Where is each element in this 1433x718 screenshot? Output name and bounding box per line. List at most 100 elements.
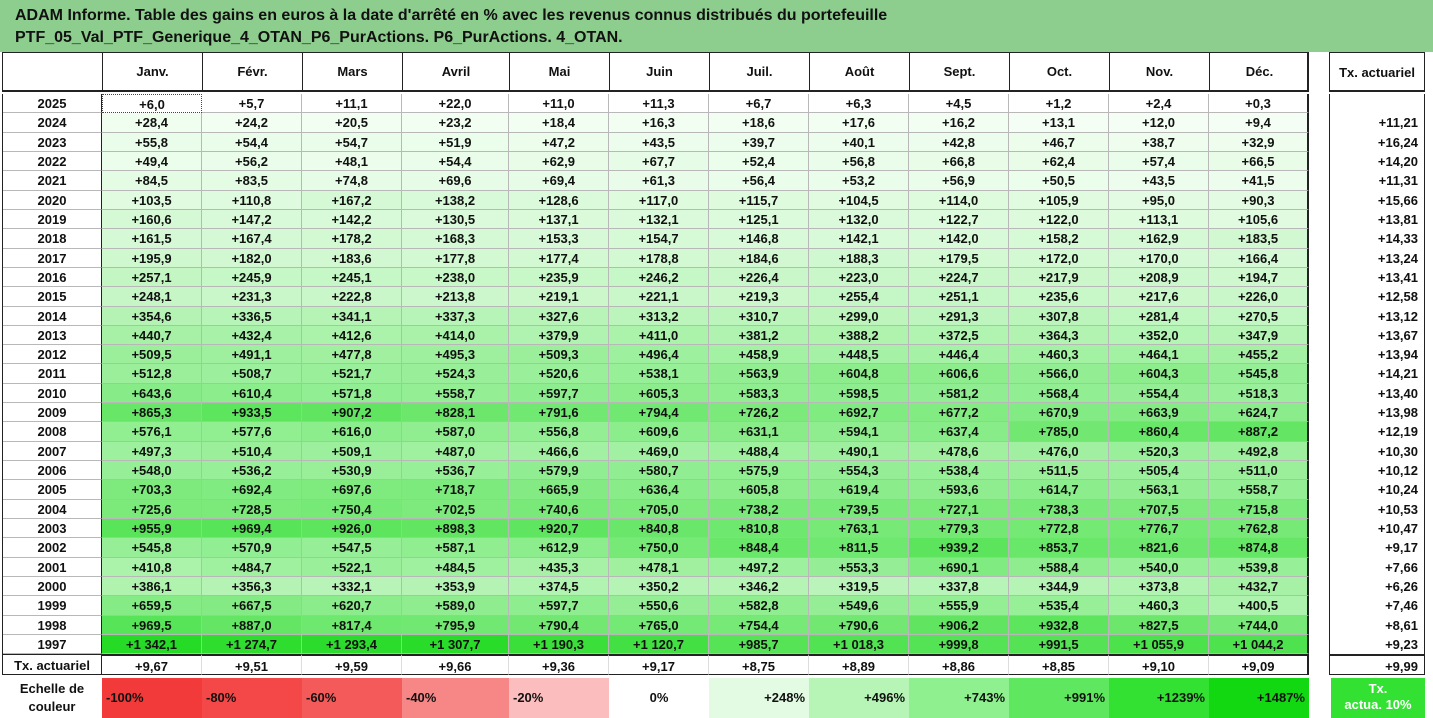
gain-cell: +511,0: [1209, 461, 1309, 480]
gain-cell: +553,3: [809, 558, 909, 577]
gain-cell: +619,4: [809, 480, 909, 500]
gain-cell: +50,5: [1009, 171, 1109, 191]
gain-cell: +478,6: [909, 442, 1009, 461]
gain-cell: +907,2: [302, 403, 402, 422]
gain-cell: +597,7: [509, 384, 609, 403]
gain-cell: +785,0: [1009, 422, 1109, 442]
gain-cell: +122,0: [1009, 210, 1109, 229]
gain-cell: +790,6: [809, 616, 909, 635]
gain-cell: +84,5: [102, 171, 202, 191]
month-header: Févr.: [202, 52, 302, 92]
color-scale-label: Echelle de couleur: [2, 678, 102, 718]
gain-cell: +587,1: [402, 538, 509, 558]
year-label: 2005: [2, 480, 102, 500]
gain-cell: +476,0: [1009, 442, 1109, 461]
footer-tx-cell: +9,67: [102, 654, 202, 675]
color-scale-swatch: +1487%: [1209, 678, 1309, 718]
gain-cell: +52,4: [709, 152, 809, 171]
gain-cell: +115,7: [709, 191, 809, 210]
tx-actuariel-cell: [1329, 94, 1425, 113]
gain-cell: +39,7: [709, 133, 809, 152]
color-scale-swatch: -20%: [509, 678, 609, 718]
gain-cell: +581,2: [909, 384, 1009, 403]
color-scale-swatch: +743%: [909, 678, 1009, 718]
gain-cell: +692,7: [809, 403, 909, 422]
gain-cell: +794,4: [609, 403, 709, 422]
gain-cell: +549,6: [809, 596, 909, 616]
gain-cell: +12,0: [1109, 113, 1209, 133]
tx-actuariel-cell: +6,26: [1329, 577, 1425, 596]
gain-cell: +631,1: [709, 422, 809, 442]
gain-cell: +610,4: [202, 384, 302, 403]
tx-actuariel-cell: +13,98: [1329, 403, 1425, 422]
gain-cell: +605,3: [609, 384, 709, 403]
gain-cell: +0,3: [1209, 94, 1309, 113]
gain-cell: +667,5: [202, 596, 302, 616]
gain-cell: +563,1: [1109, 480, 1209, 500]
gain-cell: +346,2: [709, 577, 809, 596]
tx-actuariel-cell: +9,17: [1329, 538, 1425, 558]
gain-cell: +213,8: [402, 287, 509, 307]
gain-cell: +614,7: [1009, 480, 1109, 500]
year-label: 2008: [2, 422, 102, 442]
gain-cell: +132,0: [809, 210, 909, 229]
gain-cell: +738,2: [709, 500, 809, 519]
gain-cell: +495,3: [402, 345, 509, 364]
tx-actuariel-header: Tx. actuariel: [1329, 52, 1425, 92]
gain-cell: +490,1: [809, 442, 909, 461]
gain-cell: +491,1: [202, 345, 302, 364]
gain-cell: +223,0: [809, 268, 909, 287]
tx-actuariel-cell: +10,24: [1329, 480, 1425, 500]
gain-cell: +702,5: [402, 500, 509, 519]
footer-tx-cell: +8,85: [1009, 654, 1109, 675]
gain-cell: +158,2: [1009, 229, 1109, 249]
gain-cell: +496,4: [609, 345, 709, 364]
gain-cell: +245,1: [302, 268, 402, 287]
year-label: 2007: [2, 442, 102, 461]
gain-cell: +1 055,9: [1109, 635, 1209, 654]
year-label: 2017: [2, 249, 102, 268]
gain-cell: +1,2: [1009, 94, 1109, 113]
gain-cell: +251,1: [909, 287, 1009, 307]
gain-cell: +105,9: [1009, 191, 1109, 210]
gain-cell: +455,2: [1209, 345, 1309, 364]
gain-cell: +464,1: [1109, 345, 1209, 364]
gain-cell: +23,2: [402, 113, 509, 133]
gain-cell: +636,4: [609, 480, 709, 500]
tx-actuariel-cell: +8,61: [1329, 616, 1425, 635]
gain-cell: +484,7: [202, 558, 302, 577]
tx-actuariel-cell: +7,66: [1329, 558, 1425, 577]
header-row: [2, 52, 1309, 92]
gain-cell: +548,0: [102, 461, 202, 480]
year-label: 2018: [2, 229, 102, 249]
gain-cell: +887,2: [1209, 422, 1309, 442]
gain-cell: +4,5: [909, 94, 1009, 113]
gain-cell: +865,3: [102, 403, 202, 422]
year-label: 1997: [2, 635, 102, 654]
gain-cell: +57,4: [1109, 152, 1209, 171]
gain-cell: +509,5: [102, 345, 202, 364]
gain-cell: +138,2: [402, 191, 509, 210]
gain-cell: +137,1: [509, 210, 609, 229]
gain-cell: +40,1: [809, 133, 909, 152]
gain-cell: +337,8: [909, 577, 1009, 596]
gain-cell: +56,4: [709, 171, 809, 191]
gain-cell: +536,7: [402, 461, 509, 480]
gain-cell: +795,9: [402, 616, 509, 635]
gain-cell: +105,6: [1209, 210, 1309, 229]
gain-cell: +11,0: [509, 94, 609, 113]
tx-actuariel-cell: +13,40: [1329, 384, 1425, 403]
gain-cell: +55,8: [102, 133, 202, 152]
year-label: 2022: [2, 152, 102, 171]
gain-cell: +1 274,7: [202, 635, 302, 654]
gain-cell: +5,7: [202, 94, 302, 113]
gain-cell: +469,0: [609, 442, 709, 461]
gain-cell: +160,6: [102, 210, 202, 229]
gain-cell: +739,5: [809, 500, 909, 519]
gain-cell: +1 044,2: [1209, 635, 1309, 654]
tx-scale-line-2: actua. 10%: [1344, 697, 1412, 712]
year-label: 2021: [2, 171, 102, 191]
color-scale-swatch: +1239%: [1109, 678, 1209, 718]
gain-cell: +545,8: [1209, 364, 1309, 384]
gain-cell: +874,8: [1209, 538, 1309, 558]
